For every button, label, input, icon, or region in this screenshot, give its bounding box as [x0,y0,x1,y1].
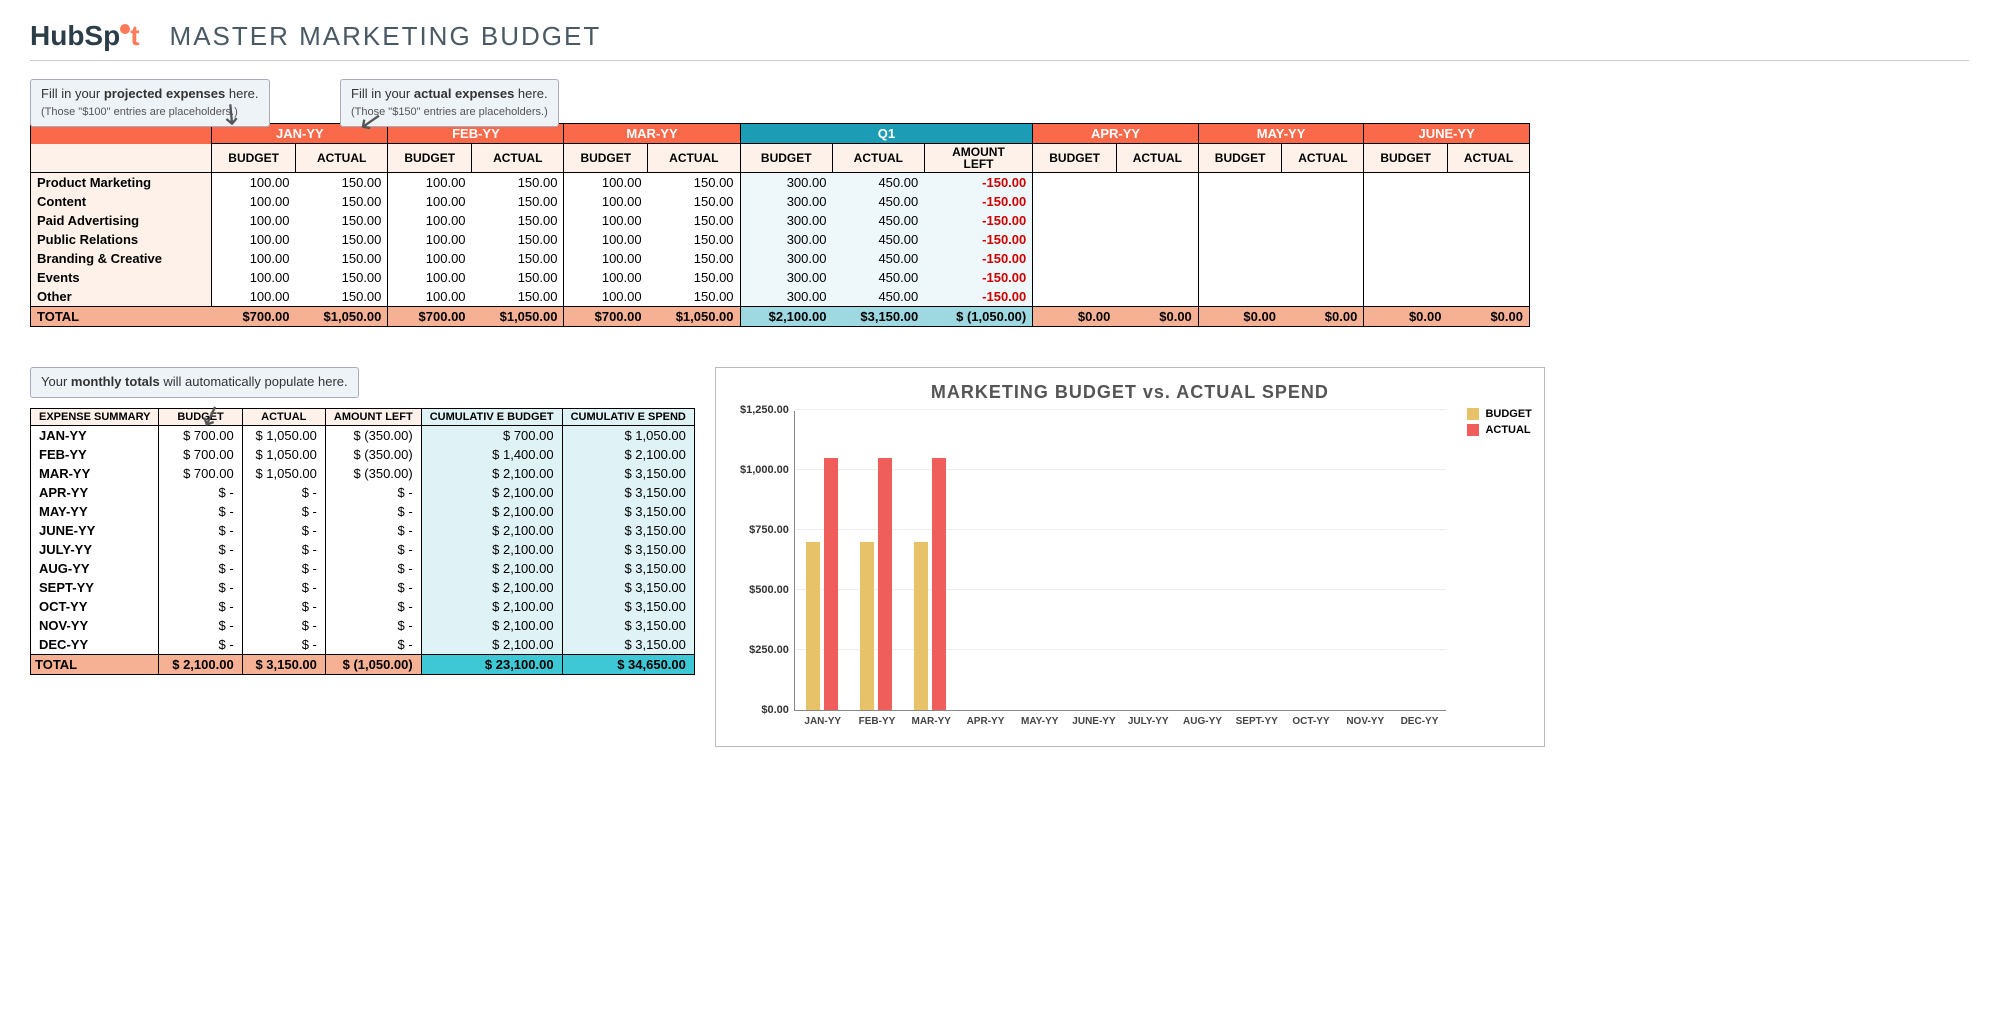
legend-label: ACTUAL [1485,424,1530,436]
page-header: HubSpt MASTER MARKETING BUDGET [30,20,1969,52]
summary-row: NOV-YY$ -$ -$ -$ 2,100.00$ 3,150.00 [31,616,695,635]
y-tick-label: $1,250.00 [740,404,795,416]
page-title: MASTER MARKETING BUDGET [170,21,602,52]
x-tick-label: DEC-YY [1392,710,1446,727]
x-tick-label: JULY-YY [1121,710,1175,727]
y-tick-label: $1,000.00 [740,464,795,476]
x-tick-label: APR-YY [958,710,1012,727]
legend-label: BUDGET [1485,408,1531,420]
budget-row: Other100.00150.00100.00150.00100.00150.0… [31,287,1530,307]
summary-row: MAR-YY$ 700.00$ 1,050.00$ (350.00)$ 2,10… [31,464,695,483]
budget-bar [914,542,928,710]
monthly-callout: Your monthly totals will automatically p… [30,367,359,398]
actual-bar [878,458,892,710]
category-name: Events [31,268,212,287]
budget-row: Product Marketing100.00150.00100.00150.0… [31,173,1530,193]
category-name: Content [31,192,212,211]
summary-row: DEC-YY$ -$ -$ -$ 2,100.00$ 3,150.00 [31,635,695,655]
budget-bar [860,542,874,710]
y-tick-label: $500.00 [749,584,795,596]
month-header: MAY-YY [1198,124,1364,144]
y-tick-label: $0.00 [761,704,795,716]
header-divider [30,60,1969,61]
x-tick-label: FEB-YY [850,710,904,727]
callout-row: Fill in your projected expenses here. (T… [30,79,1969,119]
category-name: Paid Advertising [31,211,212,230]
budget-row: Public Relations100.00150.00100.00150.00… [31,230,1530,249]
summary-row: APR-YY$ -$ -$ -$ 2,100.00$ 3,150.00 [31,483,695,502]
expense-summary-table: EXPENSE SUMMARYBUDGETACTUALAMOUNT LEFTCU… [30,408,695,675]
legend-swatch [1467,424,1479,436]
summary-row: SEPT-YY$ -$ -$ -$ 2,100.00$ 3,150.00 [31,578,695,597]
hubspot-logo: HubSpt [30,20,140,52]
category-name: Public Relations [31,230,212,249]
summary-wrap: Your monthly totals will automatically p… [30,367,695,675]
x-tick-label: OCT-YY [1284,710,1338,727]
month-header: APR-YY [1033,124,1199,144]
summary-row: JUNE-YY$ -$ -$ -$ 2,100.00$ 3,150.00 [31,521,695,540]
x-tick-label: JUNE-YY [1067,710,1121,727]
summary-row: AUG-YY$ -$ -$ -$ 2,100.00$ 3,150.00 [31,559,695,578]
x-tick-label: MAR-YY [904,710,958,727]
total-row: TOTAL$700.00$1,050.00$700.00$1,050.00$70… [31,307,1530,327]
budget-bar [806,542,820,710]
logo-dot-icon [120,24,130,34]
chart-legend: BUDGET ACTUAL [1467,408,1531,440]
legend-item: BUDGET [1467,408,1531,420]
lower-section: Your monthly totals will automatically p… [30,367,1969,747]
actual-bar [932,458,946,710]
actual-bar [824,458,838,710]
x-tick-label: MAY-YY [1013,710,1067,727]
x-tick-label: JAN-YY [796,710,850,727]
q1-header: Q1 [740,124,1033,144]
chart-title: MARKETING BUDGET vs. ACTUAL SPEND [734,382,1526,403]
budget-row: Branding & Creative100.00150.00100.00150… [31,249,1530,268]
month-header: JUNE-YY [1364,124,1530,144]
main-budget-table: JAN-YYFEB-YYMAR-YYQ1APR-YYMAY-YYJUNE-YYB… [30,123,1530,327]
category-name: Branding & Creative [31,249,212,268]
summary-row: OCT-YY$ -$ -$ -$ 2,100.00$ 3,150.00 [31,597,695,616]
category-name: Other [31,287,212,307]
summary-total-row: TOTAL$ 2,100.00$ 3,150.00$ (1,050.00)$ 2… [31,654,695,674]
y-tick-label: $250.00 [749,644,795,656]
legend-swatch [1467,408,1479,420]
x-tick-label: NOV-YY [1338,710,1392,727]
budget-row: Paid Advertising100.00150.00100.00150.00… [31,211,1530,230]
summary-row: JAN-YY$ 700.00$ 1,050.00$ (350.00)$ 700.… [31,425,695,445]
chart-plot-area: $0.00$250.00$500.00$750.00$1,000.00$1,25… [794,411,1446,711]
budget-row: Content100.00150.00100.00150.00100.00150… [31,192,1530,211]
logo-text-2: t [130,20,139,51]
x-tick-label: AUG-YY [1175,710,1229,727]
legend-item: ACTUAL [1467,424,1531,436]
x-tick-label: SEPT-YY [1230,710,1284,727]
budget-vs-actual-chart: MARKETING BUDGET vs. ACTUAL SPEND BUDGET… [715,367,1545,747]
summary-row: FEB-YY$ 700.00$ 1,050.00$ (350.00)$ 1,40… [31,445,695,464]
y-tick-label: $750.00 [749,524,795,536]
category-name: Product Marketing [31,173,212,193]
month-header: MAR-YY [564,124,740,144]
logo-text-1: HubSp [30,20,120,51]
budget-row: Events100.00150.00100.00150.00100.00150.… [31,268,1530,287]
summary-row: JULY-YY$ -$ -$ -$ 2,100.00$ 3,150.00 [31,540,695,559]
summary-row: MAY-YY$ -$ -$ -$ 2,100.00$ 3,150.00 [31,502,695,521]
